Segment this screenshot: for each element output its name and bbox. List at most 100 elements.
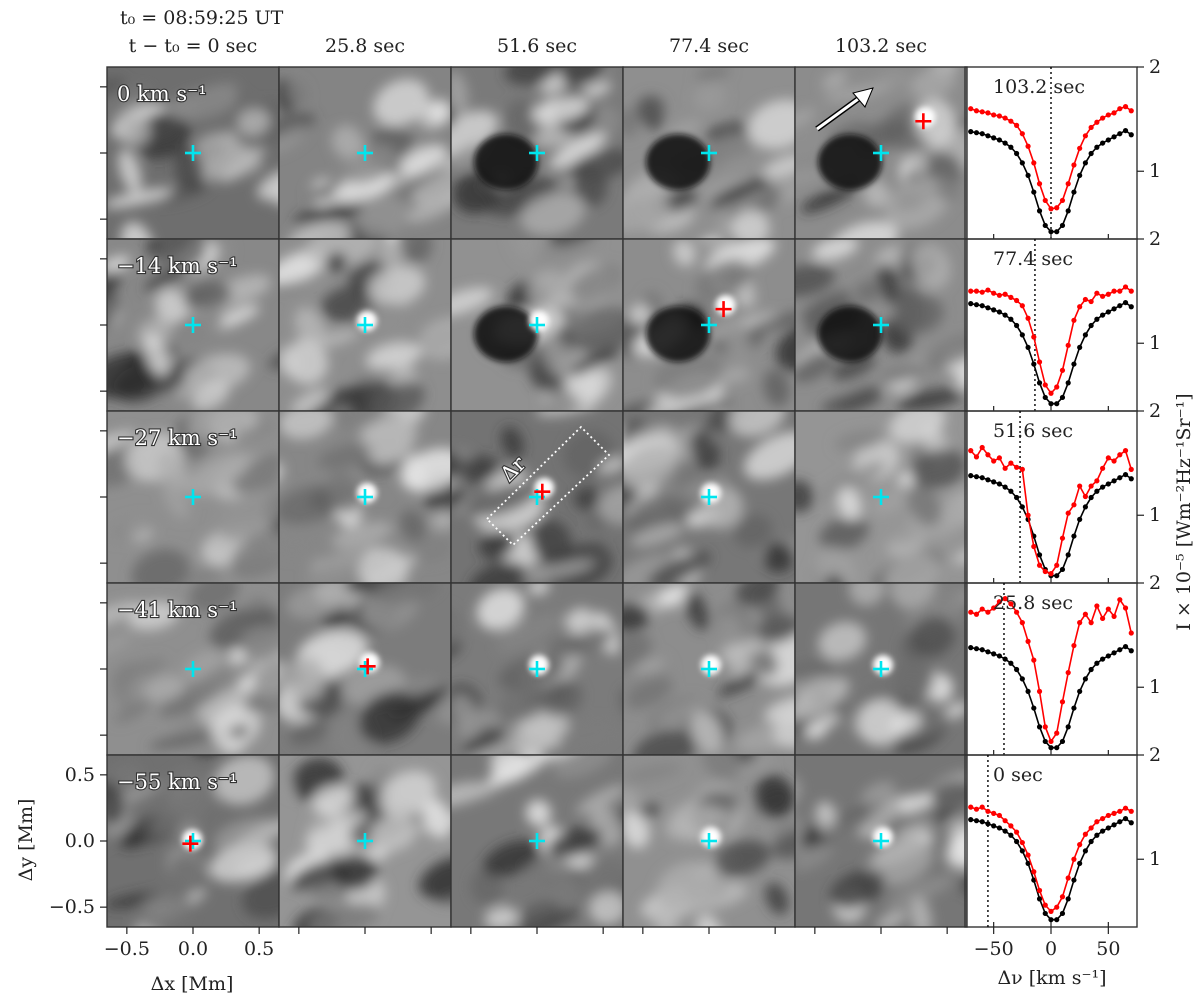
black-profile-point xyxy=(1094,660,1100,666)
granule xyxy=(877,263,901,304)
granule xyxy=(923,333,967,369)
dark-pore xyxy=(818,306,882,362)
red-profile-point xyxy=(1019,466,1025,472)
granule xyxy=(575,784,623,815)
granule xyxy=(118,114,151,147)
granule xyxy=(420,814,451,832)
reference-marker xyxy=(529,833,545,849)
black-profile-point xyxy=(1036,552,1043,558)
red-profile-point xyxy=(1082,611,1088,617)
granule xyxy=(893,816,935,837)
red-profile-point xyxy=(996,113,1003,119)
image-panel xyxy=(622,66,796,240)
granule xyxy=(314,329,358,348)
granule xyxy=(399,509,427,542)
black-profile-point xyxy=(1048,745,1054,751)
granule xyxy=(451,781,492,809)
panel-texture xyxy=(107,583,279,755)
granule xyxy=(279,411,333,440)
black-profile-point xyxy=(1117,131,1123,137)
granule xyxy=(483,840,540,877)
granulation xyxy=(107,411,279,583)
granule xyxy=(696,914,723,927)
black-profile-point xyxy=(1105,309,1111,315)
x-tick-label: −0.5 xyxy=(104,938,150,960)
black-profile-point xyxy=(968,817,974,823)
granule xyxy=(630,523,685,547)
reference-marker xyxy=(357,661,373,677)
granule xyxy=(889,411,946,444)
dark-pore xyxy=(474,134,538,190)
granule xyxy=(232,421,277,442)
black-profile-point xyxy=(1077,516,1083,523)
granule xyxy=(427,99,451,124)
granule xyxy=(279,125,309,156)
granulation xyxy=(107,583,279,755)
granule xyxy=(834,430,885,452)
black-profile-point xyxy=(1019,848,1025,854)
red-profile-point xyxy=(979,804,985,810)
red-profile-point xyxy=(1025,638,1031,644)
granule xyxy=(795,660,836,682)
granulation xyxy=(107,239,279,411)
granule xyxy=(623,479,639,515)
black-profile-point xyxy=(1002,656,1008,662)
red-profile-point xyxy=(1117,288,1123,294)
red-profile-point xyxy=(1117,808,1123,814)
granule xyxy=(528,270,572,312)
panel-texture xyxy=(795,239,967,411)
red-profile-point xyxy=(985,452,991,458)
granule xyxy=(183,282,232,311)
black-profile-point xyxy=(991,651,997,657)
granule xyxy=(219,156,263,183)
red-profile-point xyxy=(1105,455,1111,461)
black-profile-point xyxy=(1128,476,1134,482)
red-profile-point xyxy=(1019,620,1025,626)
red-profile-point xyxy=(1025,315,1031,321)
red-profile-point xyxy=(968,609,974,615)
black-profile-point xyxy=(1059,394,1066,401)
column-headers: t − t₀ = 0 sec 25.8 sec 51.6 sec 77.4 sec 10… xyxy=(129,35,927,57)
red-profile-point xyxy=(1059,197,1066,204)
black-profile-point xyxy=(1008,316,1014,322)
granule xyxy=(542,334,571,377)
granule xyxy=(690,710,724,754)
black-profile-point xyxy=(1111,822,1117,828)
spec-x-tick-label: −50 xyxy=(974,938,1014,960)
granule xyxy=(762,153,795,180)
bright-point xyxy=(873,655,893,675)
image-panel xyxy=(278,410,452,584)
granule xyxy=(695,67,731,81)
granule xyxy=(832,353,876,381)
black-profile-point xyxy=(968,473,974,479)
granule xyxy=(722,314,750,360)
event-marker xyxy=(915,113,932,130)
granule xyxy=(451,605,463,647)
bright-point xyxy=(715,295,736,316)
red-profile-point xyxy=(1077,304,1083,310)
image-panel xyxy=(450,410,624,584)
row-velocity-label: −55 km s⁻¹ xyxy=(117,770,238,794)
red-profile-point xyxy=(1071,642,1077,649)
granule xyxy=(820,392,882,411)
black-profile-point xyxy=(1019,160,1025,166)
granule xyxy=(254,658,279,701)
red-profile-point xyxy=(1071,856,1077,862)
black-profile-point xyxy=(1054,401,1060,407)
black-profile-point xyxy=(1100,140,1106,146)
granule xyxy=(863,181,890,208)
granule xyxy=(217,488,279,541)
granulation xyxy=(279,79,451,239)
granule xyxy=(187,411,258,441)
spec-y-tick-label: 1 xyxy=(1149,160,1161,182)
granule xyxy=(893,657,935,700)
granule xyxy=(911,243,951,290)
granule xyxy=(695,259,751,303)
column-header: t − t₀ = 0 sec xyxy=(129,35,258,57)
black-profile-point xyxy=(1048,917,1054,923)
column-header: 51.6 sec xyxy=(497,35,577,57)
row-velocity-label: 0 km s⁻¹ xyxy=(117,82,207,106)
y-tick-label: −0.5 xyxy=(49,896,95,918)
reference-marker xyxy=(873,145,889,161)
granule xyxy=(118,149,142,193)
